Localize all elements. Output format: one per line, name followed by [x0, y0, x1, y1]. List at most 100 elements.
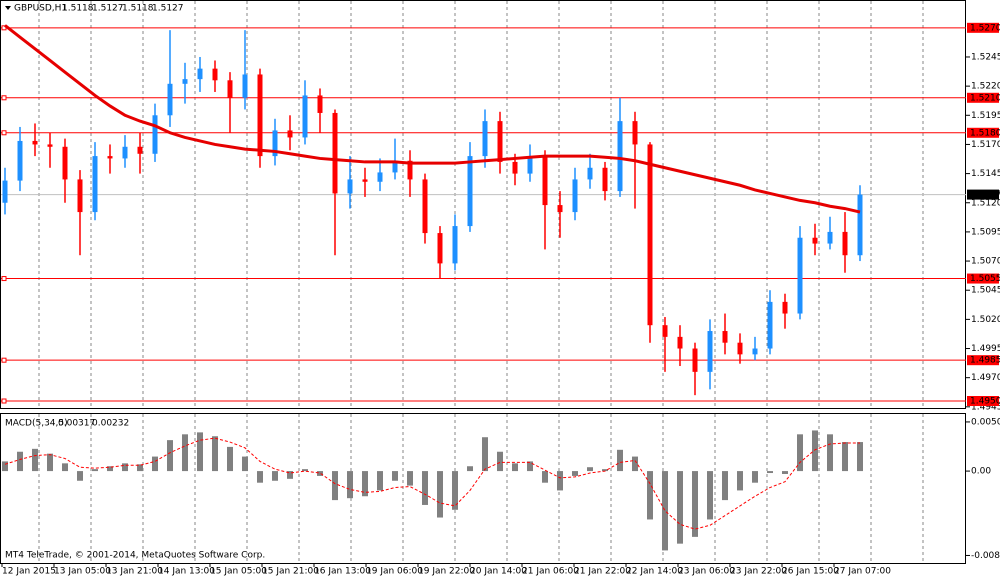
macd-signal	[4, 437, 860, 530]
candle-body	[572, 179, 578, 213]
candle-body	[257, 74, 263, 157]
candle-body	[827, 231, 833, 244]
x-tick-label: 19 Jan 22:00	[418, 567, 475, 577]
macd-label: MACD(5,34,5)	[5, 419, 68, 429]
candle-body	[302, 95, 308, 138]
macd-bar	[452, 471, 458, 510]
x-tick-label: 19 Jan 06:00	[366, 567, 423, 577]
x-tick-label: 20 Jan 14:00	[470, 567, 527, 577]
macd-bar	[227, 446, 233, 472]
y-tick-label: 0.00	[971, 467, 991, 477]
candle-body	[212, 68, 218, 81]
x-tick-label: 26 Jan 15:00	[782, 567, 839, 577]
level-label: 1.5055	[970, 274, 1000, 284]
y-tick-label: 1.5045	[971, 286, 1000, 296]
candle-body	[467, 156, 473, 227]
macd-bar	[722, 471, 728, 501]
candle-body	[362, 179, 368, 182]
macd-bar	[167, 440, 173, 472]
y-tick-label: 1.4945	[971, 402, 1000, 412]
price-pane	[0, 0, 966, 409]
macd-bar	[62, 463, 68, 472]
x-tick-label: 12 Jan 2015	[2, 567, 56, 577]
y-tick-label: 1.5070	[971, 257, 1000, 267]
y-tick-label: 1.5120	[971, 198, 1000, 208]
macd-bar	[122, 463, 128, 472]
candle-body	[272, 130, 278, 157]
macd-bar	[392, 471, 398, 481]
macd-bar	[677, 471, 683, 544]
macd-value: 0.00317	[58, 419, 95, 429]
candle-body	[62, 146, 68, 180]
level-marker	[1, 276, 7, 282]
x-tick-label: 22 Jan 14:00	[626, 567, 683, 577]
macd-bar	[647, 471, 653, 520]
candle-body	[707, 331, 713, 372]
pane-menu-icon[interactable]	[5, 6, 11, 10]
candle-body	[2, 180, 8, 203]
candle-body	[722, 331, 728, 343]
y-tick-label: 1.5220	[971, 82, 1000, 92]
y-tick-label: 0.00508	[971, 417, 1000, 427]
x-tick-label: 13 Jan 05:00	[54, 567, 111, 577]
macd-bar	[17, 451, 23, 472]
x-tick-label: 15 Jan 05:00	[210, 567, 267, 577]
y-tick-label: 1.5020	[971, 315, 1000, 325]
level-label: 1.5270	[970, 23, 1000, 33]
candle-body	[497, 121, 503, 162]
macd-bar	[602, 469, 608, 472]
candle-body	[647, 144, 653, 326]
y-tick-label: 1.4970	[971, 373, 1000, 383]
x-tick-label: 23 Jan 22:00	[730, 567, 787, 577]
macd-bar	[812, 430, 818, 472]
y-tick-label: 1.5245	[971, 52, 1000, 62]
macd-bar	[407, 471, 413, 486]
macd-bar	[242, 456, 248, 472]
macd-bar	[197, 432, 203, 472]
candle-body	[527, 156, 533, 174]
x-tick-label: 21 Jan 22:00	[574, 567, 631, 577]
candle-body	[182, 79, 188, 84]
macd-bar	[632, 456, 638, 472]
macd-bar	[257, 471, 263, 483]
candle-body	[752, 348, 758, 355]
y-tick-label: -0.00872	[971, 551, 1000, 561]
level-marker	[1, 398, 7, 404]
y-tick-label: 1.5145	[971, 169, 1000, 179]
macd-bar	[482, 437, 488, 472]
candle-body	[47, 144, 53, 147]
macd-bar	[827, 434, 833, 472]
footer: MT4 TeleTrade, © 2001-2014, MetaQuotes S…	[5, 551, 265, 561]
header-price: 1.5118	[122, 4, 154, 14]
candle-body	[737, 342, 743, 355]
candle-body	[407, 160, 413, 180]
candle-body	[167, 83, 173, 116]
level-marker	[1, 130, 7, 136]
macd-bar	[107, 466, 113, 472]
moving-average	[4, 24, 861, 214]
macd-bar	[152, 456, 158, 472]
candle-body	[632, 121, 638, 145]
candle-body	[287, 130, 293, 138]
macd-bar	[572, 471, 578, 476]
level-tag	[967, 355, 999, 366]
candle-body	[662, 325, 668, 337]
macd-bar	[377, 471, 383, 491]
level-label: 1.5210	[970, 93, 1000, 103]
macd-bar	[707, 471, 713, 520]
level-tag	[967, 273, 999, 284]
header-price: 1.5127	[152, 4, 184, 14]
candle-body	[512, 161, 518, 174]
y-tick-label: 1.5095	[971, 227, 1000, 237]
macd-bar	[497, 451, 503, 472]
candle-body	[617, 121, 623, 192]
level-label: 1.4985	[970, 356, 1000, 366]
header-price: 1.5118	[62, 4, 94, 14]
candle-body	[677, 336, 683, 349]
level-tag	[967, 127, 999, 138]
y-tick-label: 1.5195	[971, 111, 1000, 121]
macd-bar	[752, 471, 758, 483]
macd-bar	[422, 471, 428, 505]
header-price: 1.5127	[92, 4, 124, 14]
candle-body	[452, 226, 458, 264]
